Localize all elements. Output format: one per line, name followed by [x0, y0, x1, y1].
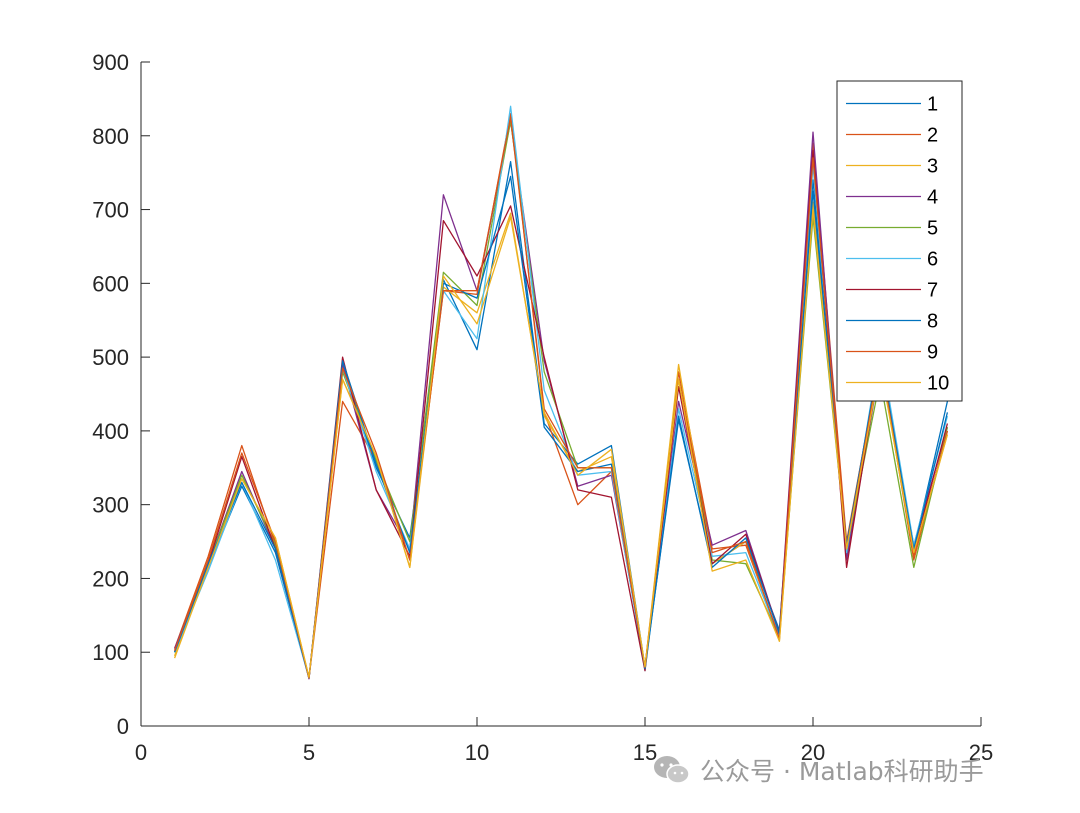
- y-tick-label: 200: [92, 566, 129, 591]
- legend-label-8: 8: [927, 311, 938, 333]
- series-line-10: [173, 208, 949, 678]
- wechat-icon: [654, 756, 690, 784]
- legend-label-6: 6: [927, 249, 938, 271]
- y-tick-label: 800: [92, 124, 129, 149]
- watermark: 公众号 · Matlab科研助手: [652, 752, 984, 788]
- legend-label-7: 7: [927, 280, 938, 302]
- x-tick-label: 20: [801, 740, 825, 765]
- y-tick-label: 400: [92, 419, 129, 444]
- legend-label-9: 9: [927, 342, 938, 364]
- x-tick-label: 5: [303, 740, 315, 765]
- y-tick-label: 100: [92, 640, 129, 665]
- y-tick-label: 500: [92, 345, 129, 370]
- y-tick-label: 300: [92, 493, 129, 518]
- legend-label-4: 4: [927, 187, 938, 209]
- plot-lines: [173, 105, 949, 680]
- legend-label-3: 3: [927, 156, 938, 178]
- y-tick-label: 900: [92, 50, 129, 75]
- y-tick-label: 600: [92, 271, 129, 296]
- legend-label-10: 10: [927, 373, 949, 395]
- legend: 1 2 3 4 5 6 7 8 9 10: [836, 80, 963, 402]
- y-tick-label: 0: [117, 714, 129, 739]
- watermark-text: 公众号 · Matlab科研助手: [700, 757, 984, 786]
- x-tick-label: 0: [135, 740, 147, 765]
- x-tick-label: 25: [969, 740, 993, 765]
- legend-label-2: 2: [927, 125, 938, 147]
- x-tick-label: 10: [465, 740, 489, 765]
- x-tick-label: 15: [633, 740, 657, 765]
- legend-label-5: 5: [927, 218, 938, 240]
- legend-box: [836, 80, 963, 402]
- y-tick-label: 700: [92, 198, 129, 223]
- legend-label-1: 1: [927, 94, 938, 116]
